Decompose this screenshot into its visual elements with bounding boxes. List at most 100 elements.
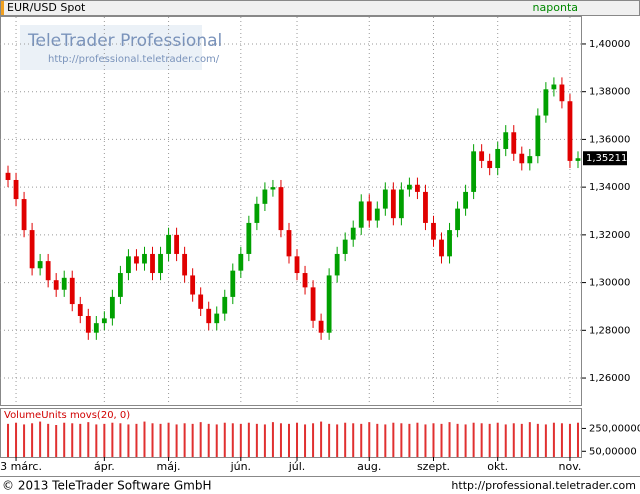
volume-bar	[135, 423, 138, 457]
candle-body	[302, 273, 308, 288]
candle-body	[69, 277, 75, 305]
y-tick-label: 1,40000	[589, 39, 630, 50]
footer-copyright: © 2013 TeleTrader Software GmbH	[2, 479, 212, 493]
candle-body	[262, 189, 268, 204]
candle-body	[286, 230, 292, 257]
candle-body	[415, 184, 420, 192]
candle-body	[479, 151, 485, 161]
candle-body	[511, 132, 517, 154]
candle-body	[126, 256, 131, 274]
volume-bar	[119, 423, 122, 457]
candle-body	[358, 201, 364, 228]
candle-body	[117, 273, 123, 297]
volume-bar	[167, 422, 170, 457]
volume-bar	[480, 423, 483, 457]
candle-body	[238, 253, 244, 271]
candle-body	[198, 294, 204, 309]
candle-body	[230, 270, 236, 297]
candle-body	[463, 191, 469, 209]
volume-bar	[320, 421, 323, 457]
candle-body	[350, 227, 356, 240]
volume-frame	[0, 408, 582, 458]
volume-bar	[223, 422, 226, 457]
volume-bar	[255, 423, 258, 457]
candle-body	[471, 151, 477, 192]
y-tick-label: 1,32000	[589, 230, 630, 241]
volume-bar	[199, 422, 202, 457]
candle-body	[21, 199, 27, 231]
volume-bar	[344, 422, 347, 457]
volume-bar	[440, 423, 443, 457]
candle-body	[142, 253, 147, 264]
volume-bar	[392, 422, 395, 457]
volume-bar	[39, 421, 42, 457]
candle-body	[85, 315, 91, 333]
candle-body	[174, 234, 180, 254]
candle-body	[45, 261, 51, 281]
x-tick-label: júl.	[288, 460, 306, 473]
candle-body	[366, 201, 372, 221]
volume-bar	[336, 424, 339, 457]
volume-bar	[159, 423, 162, 457]
volume-bar	[560, 423, 563, 457]
header-title: EUR/USD Spot	[7, 1, 86, 14]
candle-body	[487, 160, 493, 169]
volume-bar	[15, 422, 18, 457]
candle-body	[455, 208, 460, 231]
candle-body	[567, 101, 573, 161]
candle-body	[109, 296, 115, 319]
x-tick-label: jún.	[230, 460, 252, 473]
candle-body	[101, 318, 107, 324]
candle-body	[214, 313, 220, 324]
x-tick-label: okt.	[487, 460, 508, 473]
volume-bar	[55, 425, 58, 457]
candle-body	[310, 287, 316, 321]
volume-bar	[279, 423, 282, 457]
volume-bar	[215, 424, 218, 457]
volume-bar	[376, 423, 379, 457]
y-tick-label: 1,34000	[589, 182, 630, 193]
volume-bar	[63, 422, 66, 457]
candle-body	[503, 132, 509, 149]
candle-body	[447, 230, 452, 257]
volume-bar	[287, 423, 290, 457]
candle-body	[206, 308, 212, 324]
candle-body	[575, 158, 581, 161]
candle-body	[150, 253, 155, 274]
candle-body	[158, 253, 163, 274]
volume-bar	[536, 423, 539, 457]
watermark-box	[20, 25, 202, 70]
candle-body	[222, 296, 228, 314]
volume-bar	[247, 422, 250, 457]
volume-bar	[304, 424, 307, 457]
volume-bar	[87, 422, 90, 457]
candle-body	[61, 277, 67, 290]
candle-body	[406, 184, 412, 190]
volume-bar	[23, 424, 26, 457]
volume-bar	[183, 423, 186, 457]
volume-bar	[424, 424, 427, 457]
candle-body	[559, 84, 565, 102]
y-tick-label: 1,38000	[589, 87, 630, 98]
candle-body	[318, 320, 324, 333]
candle-body	[382, 189, 388, 209]
candle-body	[423, 191, 428, 223]
volume-bar	[432, 423, 435, 457]
price-frame	[0, 16, 582, 406]
candle-body	[326, 275, 332, 333]
x-tick-label: nov.	[559, 460, 582, 473]
candle-body	[431, 222, 436, 240]
candle-body	[551, 84, 557, 90]
candle-body	[134, 256, 139, 264]
candle-body	[5, 172, 11, 180]
candle-body	[439, 239, 444, 257]
volume-bar	[384, 424, 387, 457]
candle-body	[294, 256, 300, 274]
volume-bar	[400, 423, 403, 457]
candle-body	[390, 189, 396, 219]
x-tick-label: aug.	[357, 460, 381, 473]
volume-bar	[576, 422, 579, 457]
candle-body	[37, 261, 43, 269]
